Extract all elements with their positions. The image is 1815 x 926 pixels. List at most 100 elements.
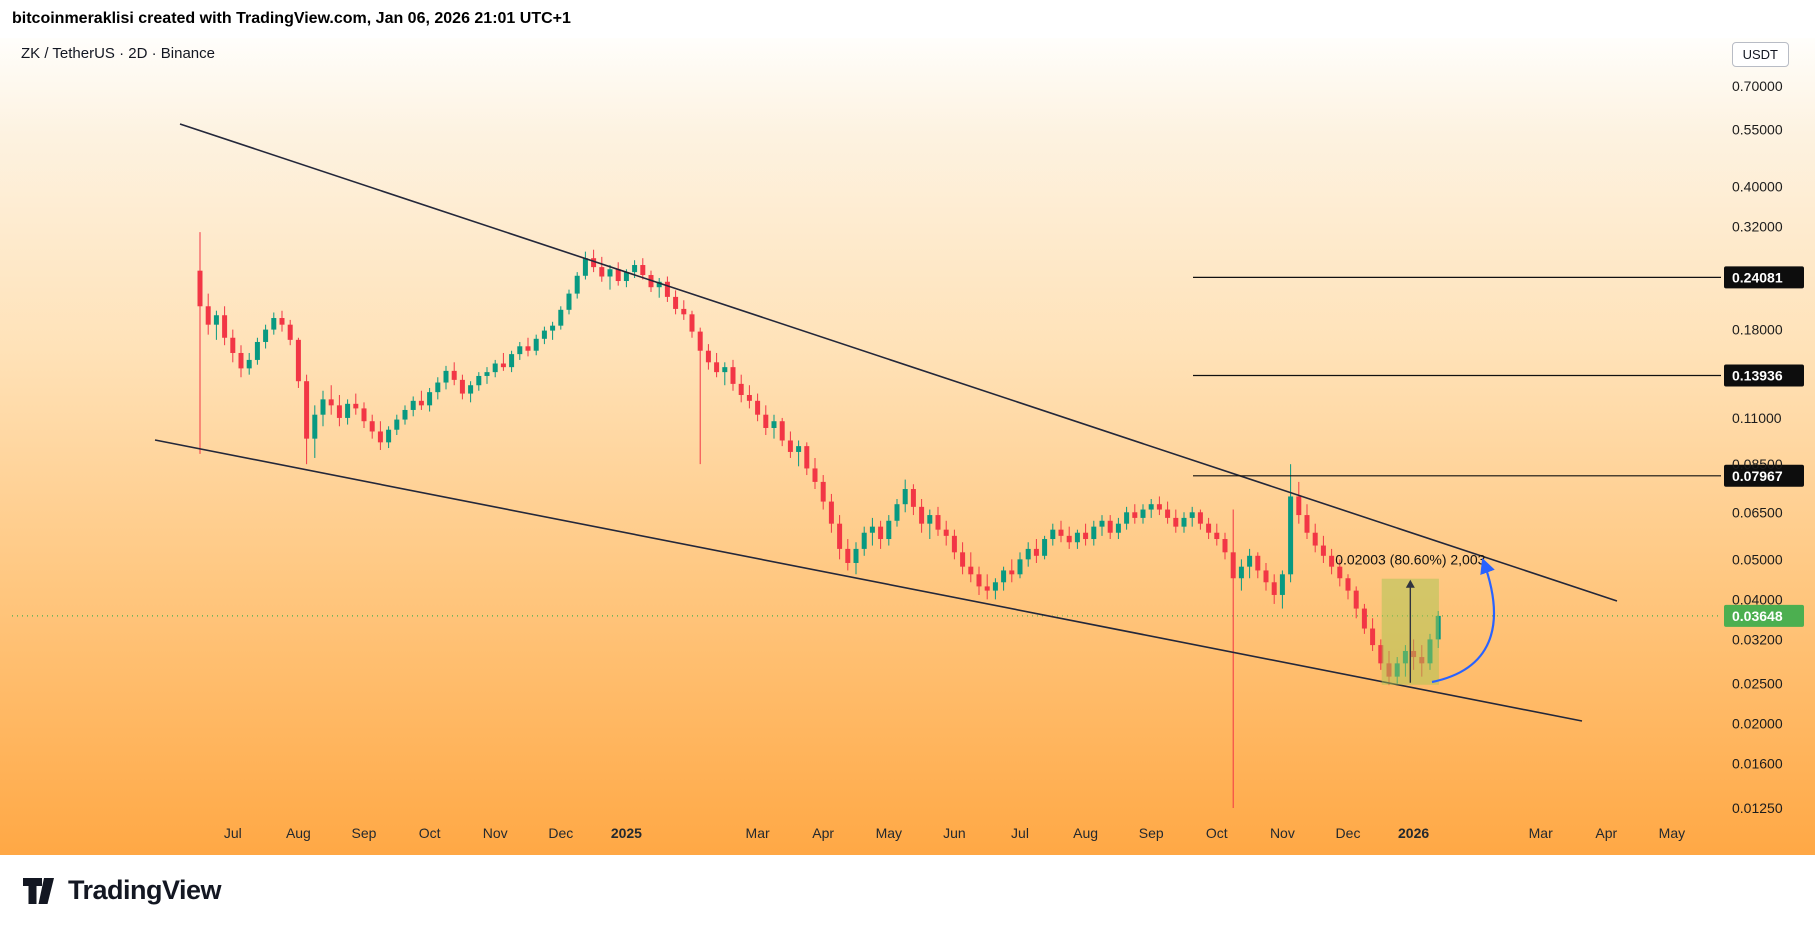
candle-body (1156, 504, 1162, 510)
y-axis-tick-label: 0.06500 (1732, 504, 1783, 520)
candle-body (1206, 523, 1212, 533)
candle-body (837, 523, 843, 549)
candle-body (517, 346, 523, 355)
candle-body (468, 385, 474, 394)
candle-body (1279, 574, 1285, 595)
candle-body (1074, 532, 1080, 543)
y-axis-tick-label: 0.05000 (1732, 551, 1783, 567)
price-level-badge (1724, 464, 1804, 487)
candle-body (254, 341, 260, 360)
candle-body (377, 431, 383, 443)
candle-body (435, 382, 441, 393)
candle-body (1320, 545, 1326, 556)
candle-body (427, 392, 433, 406)
candle-body (451, 370, 457, 380)
candle-body (304, 381, 310, 439)
candle-body (796, 446, 802, 452)
candle-body (550, 325, 556, 331)
price-level-badge-label: 0.24081 (1732, 269, 1783, 285)
y-axis-tick-label: 0.02500 (1732, 676, 1783, 692)
candle-body (640, 265, 646, 276)
candle-body (230, 337, 236, 353)
candle-body (246, 359, 252, 369)
x-axis-label: Aug (286, 825, 311, 841)
candle-body (607, 269, 613, 277)
candle-body (599, 267, 605, 277)
candle-body (1083, 532, 1089, 540)
candle-body (705, 350, 711, 363)
chart-background (0, 38, 1815, 855)
candle-body (1148, 504, 1154, 510)
candle-body (1091, 526, 1097, 540)
y-axis-tick-label: 0.08500 (1732, 456, 1783, 472)
candle-body (894, 504, 900, 521)
x-axis-label: Nov (1270, 825, 1295, 841)
candle-body (1312, 532, 1318, 546)
candle-body (1173, 517, 1179, 527)
candle-body (1345, 578, 1351, 591)
candle-body (328, 399, 334, 406)
candle-body (1361, 608, 1367, 629)
candle-body (853, 548, 859, 563)
candle-body (312, 414, 318, 439)
candle-body (443, 370, 449, 383)
candle-body (213, 315, 219, 325)
lower-channel-trendline[interactable] (154, 439, 1583, 722)
upper-channel-trendline[interactable] (179, 123, 1618, 602)
candle-body (1066, 535, 1072, 543)
candle-body (968, 566, 974, 575)
candle-body (763, 414, 769, 428)
candle-body (976, 574, 982, 587)
y-axis-tick-label: 0.32000 (1732, 218, 1783, 234)
candle-body (746, 395, 752, 401)
candle-body (361, 408, 367, 422)
projection-arrow[interactable] (1431, 557, 1496, 684)
candle-body (1255, 555, 1261, 571)
range-measure-label: 0.02003 (80.60%) 2,003 (1335, 552, 1485, 568)
candle-body (591, 258, 597, 268)
y-axis-tick-label: 0.02000 (1732, 716, 1783, 732)
candle-body (1304, 515, 1310, 533)
candle-body (1370, 628, 1376, 646)
candle-body (787, 440, 793, 452)
candle-body (1115, 523, 1121, 533)
candle-body (566, 293, 572, 310)
candle-body (1107, 520, 1113, 533)
price-level-badge-label: 0.13936 (1732, 367, 1783, 383)
candle-body (1238, 566, 1244, 579)
y-axis-tick-label: 0.18000 (1732, 322, 1783, 338)
range-arrow-head (1405, 579, 1415, 588)
candle-body (632, 265, 638, 273)
candle-body (869, 526, 875, 533)
candle-body (812, 468, 818, 482)
price-level-badge (1724, 266, 1804, 289)
tradingview-logo[interactable]: TradingView (22, 875, 222, 906)
candle-body (418, 400, 424, 406)
candle-body (1329, 555, 1335, 567)
candle-body (656, 281, 662, 288)
candle-body (689, 314, 695, 332)
candle-body (861, 532, 867, 549)
y-axis-tick-label: 0.01250 (1732, 800, 1783, 816)
candle-body (320, 399, 326, 415)
candle-body (1050, 529, 1056, 540)
y-axis-tick-label: 0.03200 (1732, 631, 1783, 647)
candle-body (476, 375, 482, 386)
candle-body (779, 421, 785, 441)
candle-body (615, 269, 621, 282)
candle-body (1165, 509, 1171, 518)
symbol-title[interactable]: ZK / TetherUS · 2D · Binance (21, 45, 215, 62)
candle-body (459, 379, 465, 394)
candle-body (1197, 512, 1203, 524)
candle-body (681, 308, 687, 315)
candle-body (410, 400, 416, 410)
candle-body (500, 363, 506, 368)
candle-body (369, 421, 375, 432)
candle-body (1017, 559, 1023, 575)
candle-body (345, 403, 351, 418)
candle-body (1230, 552, 1236, 579)
y-axis-tick-label: 0.11000 (1732, 410, 1782, 426)
x-axis-label: Sep (352, 825, 377, 841)
candle-body (582, 258, 588, 276)
